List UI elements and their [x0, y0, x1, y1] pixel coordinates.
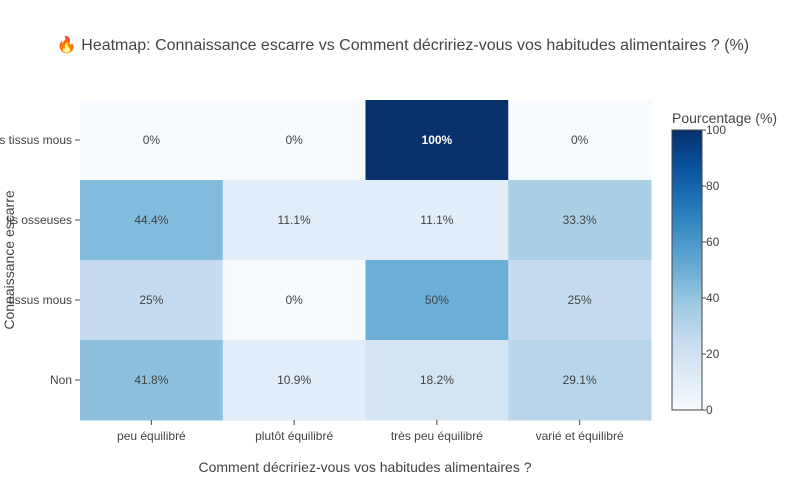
- heatmap-cells: 0% 0% 100% 0% 44.4% 11.1% 11.1% 33.3% 25% 0% 50% 25…: [80, 100, 652, 421]
- heatmap-cell: [80, 180, 224, 261]
- heatmap-cell: [222, 340, 366, 421]
- heatmap-cell: [222, 100, 366, 181]
- cell-value-label: 0%: [143, 133, 161, 147]
- y-axis-label: Connaissance escarre: [1, 190, 17, 330]
- heatmap-cell: [508, 100, 652, 181]
- heatmap-cell: [80, 340, 224, 421]
- heatmap-cell: [80, 100, 224, 181]
- colorbar-tick-label: 0: [706, 403, 713, 417]
- y-tick-label: Non: [50, 373, 72, 387]
- colorbar-tick-label: 80: [706, 179, 720, 193]
- colorbar: [671, 129, 703, 411]
- cell-value-label: 44.4%: [134, 213, 168, 227]
- cell-value-label: 29.1%: [563, 373, 597, 387]
- colorbar-ticks: 0 20 40 60 80 100: [702, 123, 726, 417]
- y-tick-label: tissus mous: [9, 293, 72, 307]
- heatmap-cell: [365, 180, 509, 261]
- cell-value-label: 25%: [568, 293, 592, 307]
- colorbar-tick-label: 100: [706, 123, 726, 137]
- chart-title: 🔥 Heatmap: Connaissance escarre vs Comme…: [57, 35, 749, 54]
- x-tick-label: varié et équilibré: [536, 429, 624, 443]
- heatmap-cell: [365, 100, 509, 181]
- cell-value-label: 11.1%: [420, 213, 453, 227]
- y-axis-ticks: s tissus mous lis osseuses tissus mous Non: [0, 133, 80, 387]
- x-tick-label: très peu équilibré: [391, 429, 483, 443]
- heatmap-cell: [222, 260, 366, 341]
- colorbar-tick-label: 40: [706, 291, 720, 305]
- cell-value-label: 10.9%: [277, 373, 311, 387]
- cell-value-label: 0%: [285, 133, 303, 147]
- heatmap-cell: [508, 180, 652, 261]
- x-axis-label: Comment décririez-vous vos habitudes ali…: [198, 459, 531, 475]
- heatmap-cell: [365, 260, 509, 341]
- x-tick-label: plutôt équilibré: [255, 429, 333, 443]
- cell-value-label: 0%: [571, 133, 589, 147]
- cell-value-label: 0%: [285, 293, 303, 307]
- heatmap-cell: [508, 260, 652, 341]
- x-tick-label: peu équilibré: [117, 429, 186, 443]
- cell-value-label: 50%: [425, 293, 449, 307]
- y-tick-label: s tissus mous: [0, 133, 72, 147]
- colorbar-tick-label: 60: [706, 235, 720, 249]
- heatmap-cell: [80, 260, 224, 341]
- cell-value-label: 18.2%: [420, 373, 454, 387]
- cell-value-label: 11.1%: [278, 213, 311, 227]
- heatmap-cell: [365, 340, 509, 421]
- x-axis-ticks: peu équilibré plutôt équilibré très peu éq…: [117, 420, 624, 443]
- colorbar-tick-label: 20: [706, 347, 720, 361]
- cell-value-label: 25%: [139, 293, 163, 307]
- cell-value-label: 41.8%: [134, 373, 168, 387]
- colorbar-title: Pourcentage (%): [672, 110, 777, 126]
- y-tick-label: lis osseuses: [7, 213, 72, 227]
- cell-value-label: 100%: [422, 133, 453, 147]
- cell-value-label: 33.3%: [563, 213, 597, 227]
- heatmap-cell: [508, 340, 652, 421]
- heatmap-cell: [222, 180, 366, 261]
